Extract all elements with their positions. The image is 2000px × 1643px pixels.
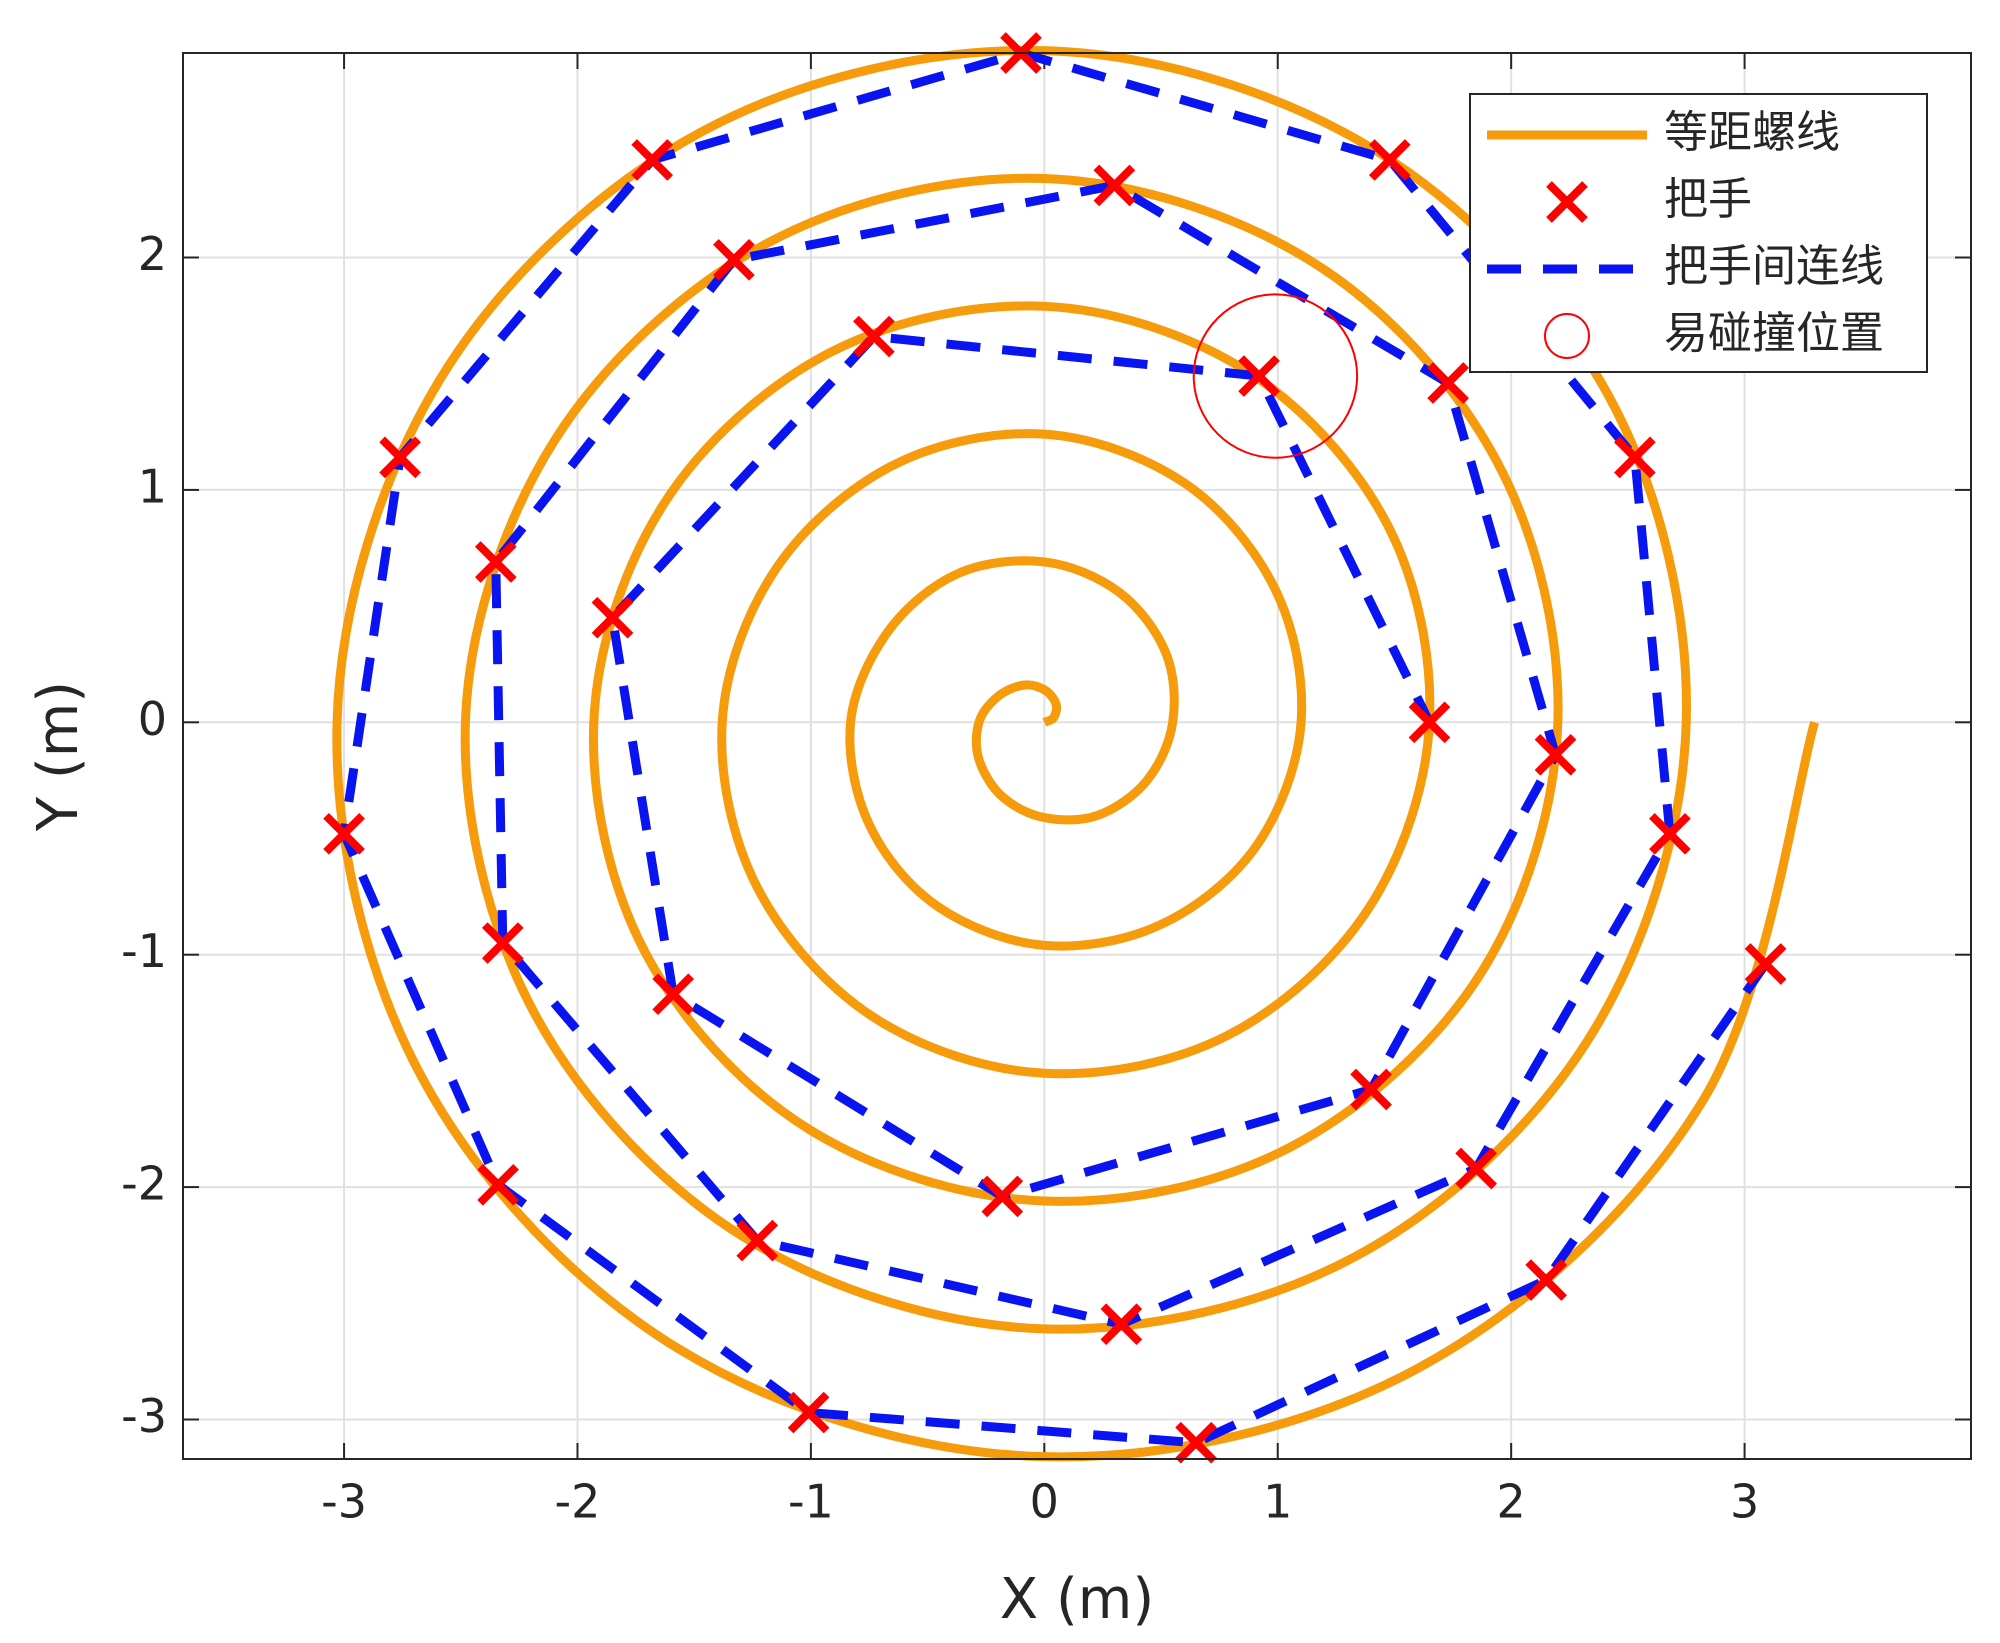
legend-label: 把手间连线 (1664, 241, 1884, 292)
x-tick-label: -2 (555, 1475, 601, 1529)
handle-marker (713, 239, 755, 281)
handle-marker (481, 922, 524, 964)
handle-marker (1455, 1147, 1497, 1190)
handle-marker (1368, 139, 1411, 181)
plot-frame (182, 52, 1972, 1460)
legend-label: 把手 (1664, 174, 1752, 225)
y-tick-label: -2 (121, 1157, 167, 1211)
handle-marker (1744, 943, 1787, 985)
handle-marker (1238, 355, 1280, 397)
y-tick-label: 2 (138, 227, 167, 281)
legend-box (1469, 93, 1928, 373)
handle-marker (1408, 701, 1451, 744)
handle-marker (1649, 813, 1691, 855)
x-tick-label: 1 (1263, 1475, 1292, 1529)
legend-label: 等距螺线 (1664, 107, 1840, 158)
handle-marker (1427, 362, 1469, 404)
x-tick-label: 3 (1730, 1475, 1759, 1529)
x-tick-label: 0 (1030, 1475, 1059, 1529)
handle-marker (1093, 164, 1136, 207)
handle-marker (631, 139, 674, 181)
handle-marker (1100, 1303, 1143, 1346)
x-tick-label: -3 (321, 1475, 367, 1529)
handle-marker (736, 1219, 779, 1262)
x-tick-label: -1 (788, 1475, 834, 1529)
x-tick-label: 2 (1497, 1475, 1526, 1529)
y-tick-label: -3 (121, 1389, 167, 1443)
legend-swatch (1544, 313, 1590, 359)
y-tick-label: 1 (138, 459, 167, 513)
handle-marker (591, 596, 634, 639)
handle-marker (474, 541, 517, 583)
y-tick-label: -1 (121, 924, 167, 978)
handle-marker (1175, 1421, 1217, 1464)
legend-label: 易碰撞位置 (1664, 308, 1884, 359)
handle-marker (981, 1175, 1024, 1218)
handle-marker (1525, 1259, 1567, 1301)
handle-marker (652, 973, 695, 1016)
y-tick-label: 0 (138, 692, 167, 746)
handle-marker (787, 1391, 830, 1434)
handle-marker (853, 315, 895, 358)
handle-marker (477, 1163, 519, 1206)
y-axis-label: Y (m) (26, 681, 91, 832)
handle-marker (1614, 436, 1656, 479)
handle-marker (1350, 1068, 1392, 1111)
connector-line (339, 48, 1770, 1448)
handle-marker (1534, 734, 1577, 776)
handle-marker (379, 436, 421, 479)
collision-circle (1192, 293, 1359, 459)
handle-marker (323, 813, 365, 855)
x-axis-label: X (m) (1000, 1567, 1154, 1632)
legend-swatch (1546, 181, 1588, 223)
